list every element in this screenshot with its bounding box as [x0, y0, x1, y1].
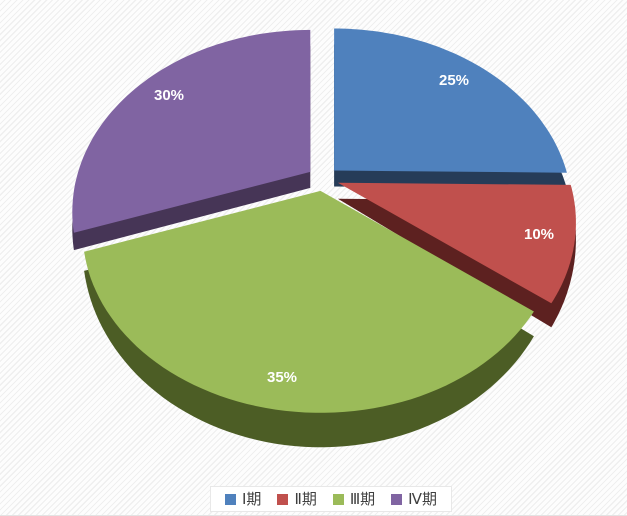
data-label: 25% [439, 72, 469, 89]
legend-label: Ⅱ期 [294, 490, 317, 508]
legend-item[interactable]: Ⅰ期 [225, 492, 261, 507]
pie-slice[interactable] [84, 190, 534, 413]
legend-item[interactable]: Ⅲ期 [332, 490, 376, 508]
legend-item[interactable]: Ⅱ期 [277, 490, 317, 508]
pie-slice[interactable] [337, 182, 576, 304]
legend-swatch [277, 493, 289, 505]
legend-label: Ⅰ期 [242, 490, 262, 508]
legend-swatch [391, 493, 403, 505]
legend-label: Ⅳ期 [408, 490, 438, 508]
data-label: 10% [524, 226, 554, 243]
legend: Ⅰ期 Ⅱ期 Ⅲ期 Ⅳ期 [210, 486, 453, 512]
pie-slice[interactable] [334, 28, 567, 173]
legend-label: Ⅲ期 [349, 490, 376, 508]
legend-swatch [225, 493, 236, 505]
data-label: 35% [267, 369, 297, 386]
data-label: 30% [154, 87, 184, 104]
pie-slice[interactable] [72, 29, 311, 233]
legend-swatch [332, 493, 344, 505]
legend-item[interactable]: Ⅳ期 [391, 492, 437, 507]
